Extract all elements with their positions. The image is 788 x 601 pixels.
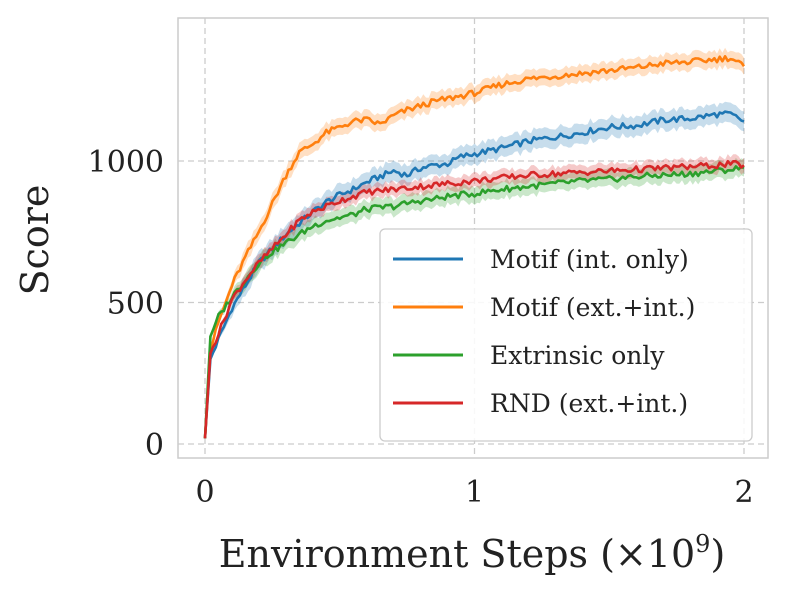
legend-label-rnd-ext-int: RND (ext.+int.) [490, 389, 688, 418]
series-line-rnd-ext-int [203, 159, 745, 439]
y-axis-ticks: 0 500 1000 [88, 145, 164, 463]
x-axis-title-exponent: 9 [695, 530, 710, 558]
y-axis-title: Score [13, 185, 57, 296]
x-tick-label-0: 0 [195, 475, 214, 510]
series-line-motif-ext-int [203, 55, 746, 439]
legend: Motif (int. only) Motif (ext.+int.) Extrin… [379, 228, 753, 442]
plot-frame [177, 17, 769, 459]
x-tick-label-2: 2 [734, 475, 753, 510]
x-axis-title-close: ) [710, 532, 725, 576]
series-line-extrinsic-only [203, 165, 745, 439]
x-axis-title-main: Environment Steps (×10 [219, 532, 695, 576]
series-lines [203, 55, 746, 439]
confidence-bands [205, 47, 744, 439]
x-axis-title: Environment Steps (×109) [219, 530, 726, 576]
y-tick-label-500: 500 [107, 287, 164, 322]
y-tick-label-1000: 1000 [88, 145, 164, 180]
legend-box [379, 228, 753, 442]
x-tick-label-1: 1 [465, 475, 484, 510]
legend-label-motif-ext-int: Motif (ext.+int.) [490, 293, 695, 322]
band-motif-int-only [205, 101, 744, 439]
x-axis-ticks: 0 1 2 [195, 475, 753, 510]
legend-label-extrinsic-only: Extrinsic only [490, 341, 665, 370]
y-tick-label-0: 0 [145, 428, 164, 463]
legend-label-motif-int-only: Motif (int. only) [490, 245, 689, 274]
